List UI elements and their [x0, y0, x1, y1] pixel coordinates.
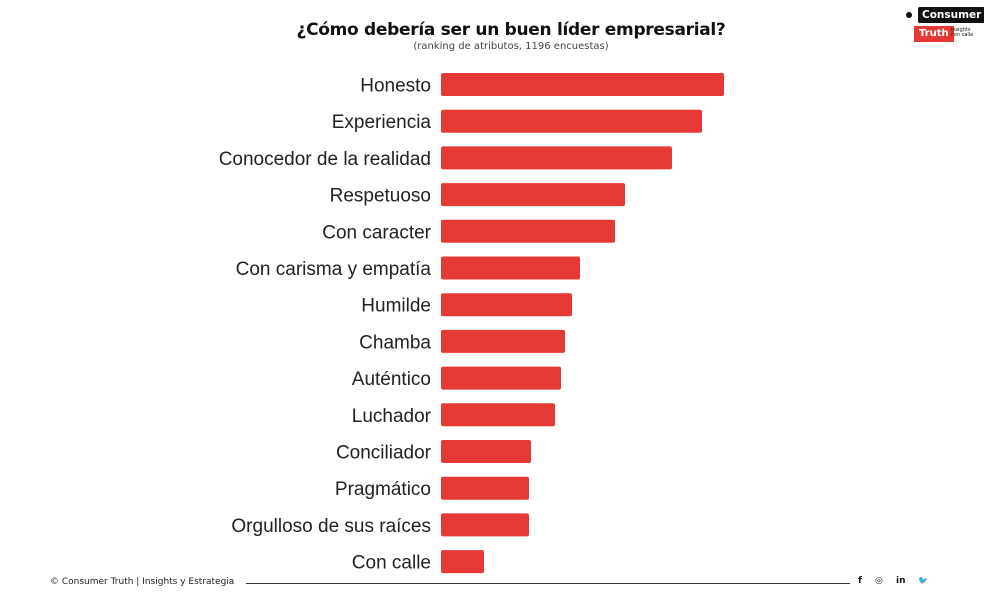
consumer-truth-logo: Consumer Truth insights con calle — [905, 6, 984, 42]
chart-subtitle: (ranking de atributos, 1196 encuestas) — [413, 41, 609, 52]
logo-truth: Truth — [914, 26, 954, 42]
category-label-6: Humilde — [361, 296, 431, 317]
category-label-10: Conciliador — [336, 443, 432, 464]
bar-1 — [441, 109, 702, 133]
bar-13 — [441, 550, 484, 574]
logo-dot — [906, 12, 912, 18]
category-label-9: Luchador — [352, 406, 432, 427]
footer-divider — [246, 583, 850, 584]
category-label-8: Auténtico — [352, 369, 431, 390]
bar-12 — [441, 513, 529, 537]
bar-11 — [441, 476, 529, 500]
bar-2 — [441, 146, 672, 170]
logo-tagline: insights con calle — [951, 27, 974, 38]
category-label-1: Experiencia — [332, 112, 432, 133]
bar-5 — [441, 256, 580, 280]
category-label-0: Honesto — [360, 76, 431, 97]
bar-8 — [441, 366, 561, 390]
bar-3 — [441, 183, 625, 207]
bar-4 — [441, 219, 615, 243]
bar-10 — [441, 440, 531, 463]
facebook-icon[interactable]: f — [858, 576, 862, 586]
category-label-13: Con calle — [352, 553, 431, 574]
footer-copyright: © Consumer Truth | Insights y Estrategia — [50, 577, 235, 587]
bar-7 — [441, 329, 565, 353]
category-label-3: Respetuoso — [330, 186, 431, 207]
category-label-11: Pragmático — [335, 479, 431, 500]
bar-6 — [441, 293, 572, 317]
category-label-4: Con caracter — [322, 222, 431, 243]
bar-0 — [441, 73, 724, 96]
bar-9 — [441, 403, 555, 427]
twitter-icon[interactable]: 🐦 — [918, 576, 928, 585]
category-label-5: Con carisma y empatía — [236, 259, 432, 280]
category-label-12: Orgulloso de sus raíces — [231, 516, 431, 537]
linkedin-icon[interactable]: in — [896, 576, 906, 586]
instagram-icon[interactable]: ◎ — [875, 576, 883, 586]
logo-consumer: Consumer — [918, 7, 984, 23]
category-label-2: Conocedor de la realidad — [219, 149, 431, 170]
category-label-7: Chamba — [359, 332, 431, 353]
chart-title: ¿Cómo debería ser un buen líder empresar… — [296, 20, 726, 40]
